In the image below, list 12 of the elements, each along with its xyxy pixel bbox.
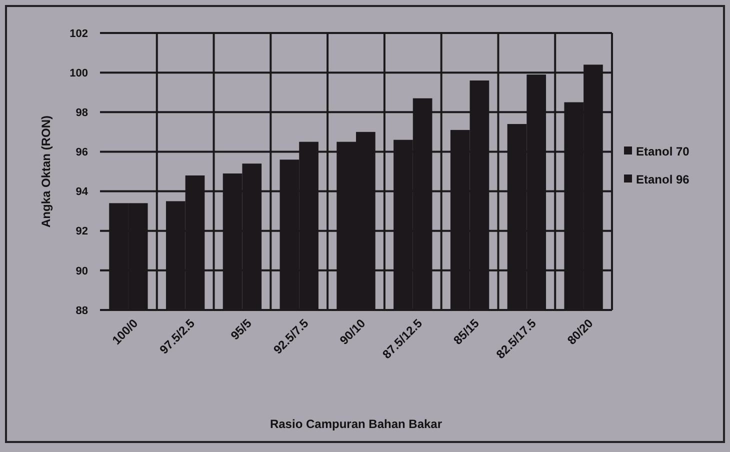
legend-label: Etanol 96	[636, 172, 690, 187]
y-tick-label: 92	[76, 226, 88, 238]
y-tick-label: 100	[70, 67, 88, 80]
y-tick-label: 102	[70, 28, 88, 40]
y-tick-label: 88	[76, 304, 88, 317]
legend-label: Etanol 70	[636, 144, 690, 159]
y-tick-label: 98	[76, 106, 88, 119]
x-axis-title: Rasio Campuran Bahan Bakar	[270, 417, 442, 431]
y-tick-label: 90	[76, 265, 88, 278]
y-axis-title: Angka Oktan (RON)	[39, 115, 53, 228]
y-tick-label: 96	[76, 146, 88, 159]
y-tick-label: 94	[76, 186, 89, 198]
